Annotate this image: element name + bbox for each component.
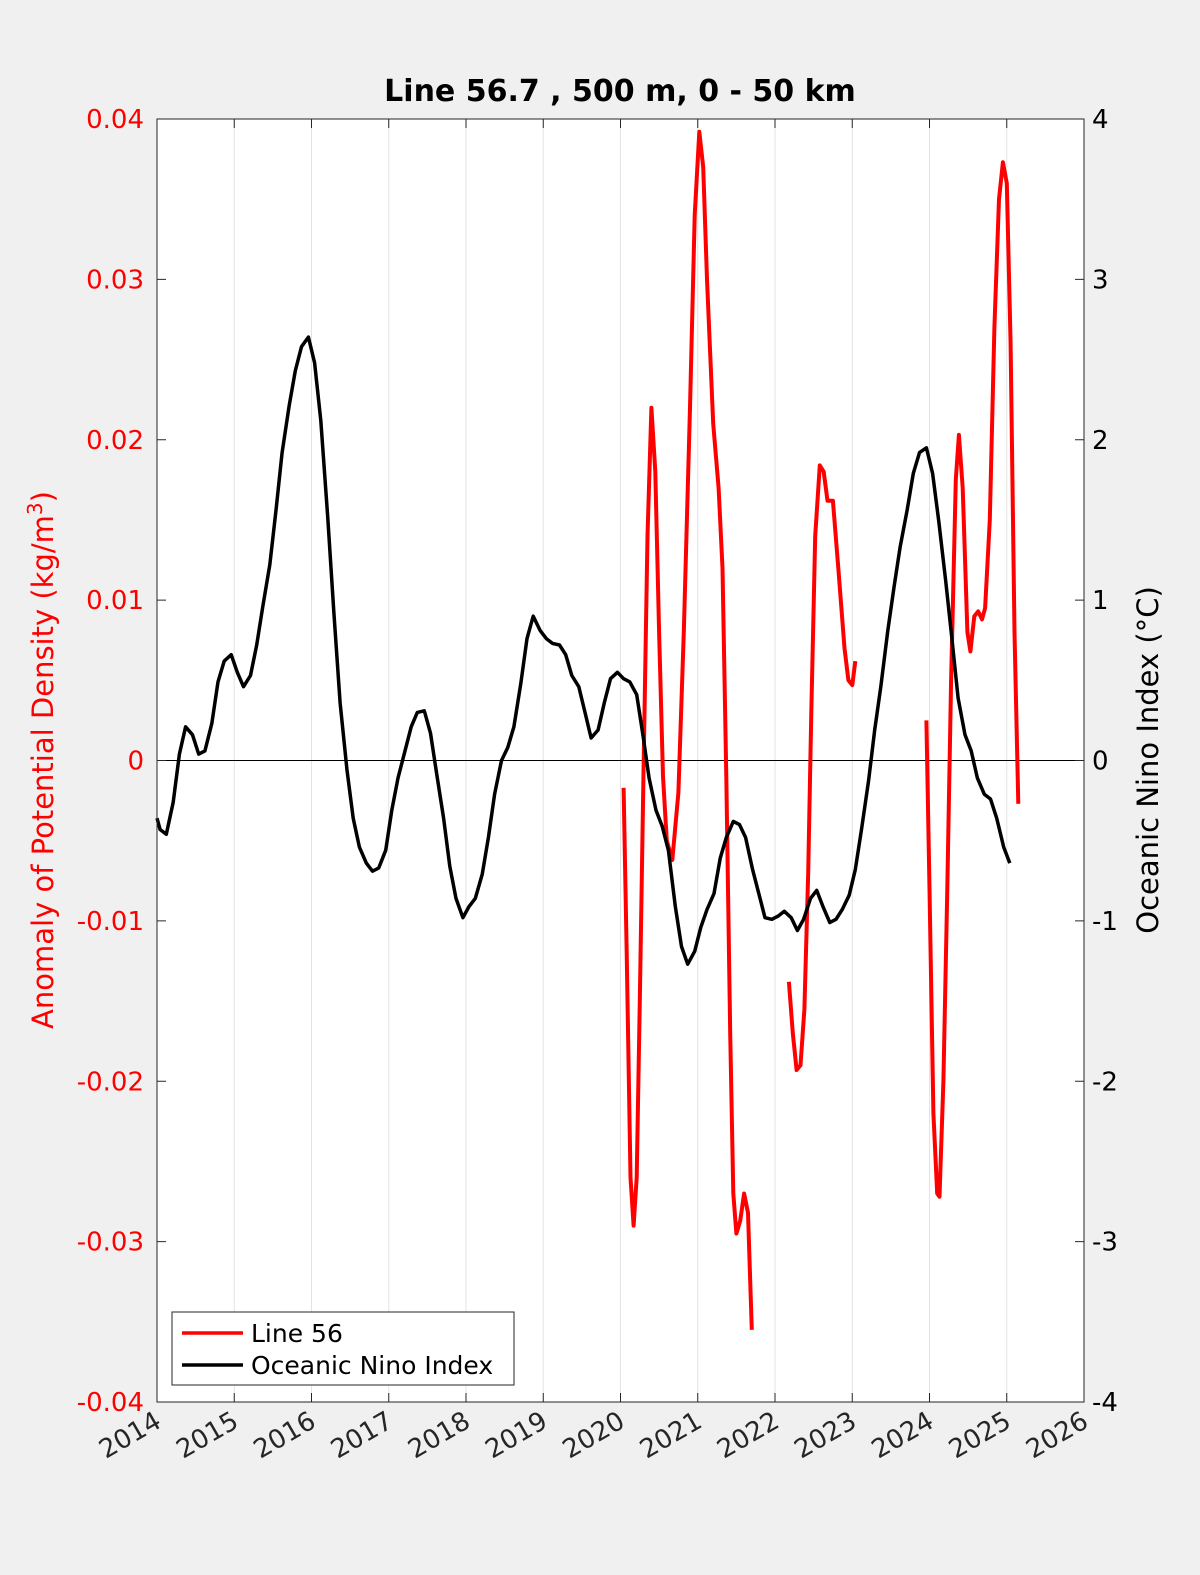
series-layer xyxy=(155,129,1021,1330)
legend-box xyxy=(171,1311,515,1386)
left-tick-label-0: 0 xyxy=(127,747,144,777)
left-tick-label-0.01: 0.01 xyxy=(86,586,144,616)
x-tick-label-2025: 2025 xyxy=(944,1406,1016,1465)
x-tick-label-2018: 2018 xyxy=(403,1406,475,1465)
left-tick-label-0.02: 0.02 xyxy=(86,426,144,456)
left-axis-label-main: Anomaly of Potential Density (kg/m xyxy=(26,515,60,1029)
right-tick-label-4: 4 xyxy=(1092,105,1109,135)
line56-series-segment-3 xyxy=(924,160,1021,1199)
right-tick-label--3: -3 xyxy=(1092,1228,1118,1258)
right-tick-label-1: 1 xyxy=(1092,586,1109,616)
left-y-axis: 0.04 0.03 0.02 0.01 0 -0.01 -0.02 -0.03 -0.04 xyxy=(77,105,166,1418)
left-tick-label--0.03: -0.03 xyxy=(77,1228,144,1258)
oni-series-line xyxy=(155,335,1012,966)
x-tick-label-2021: 2021 xyxy=(635,1406,707,1465)
left-tick-label-0.04: 0.04 xyxy=(86,105,144,135)
line56-series-segment-1 xyxy=(621,129,754,1330)
right-tick-label--2: -2 xyxy=(1092,1067,1118,1097)
right-tick-label--1: -1 xyxy=(1092,907,1118,937)
left-axis-label-superscript: 3 xyxy=(23,502,47,515)
left-axis-label-close: ) xyxy=(26,491,60,502)
right-axis-label: Oceanic Nino Index (°C) xyxy=(1131,586,1165,934)
right-tick-label-2: 2 xyxy=(1092,426,1109,456)
x-tick-label-2017: 2017 xyxy=(326,1406,398,1465)
legend-label-oni: Oceanic Nino Index xyxy=(251,1351,493,1380)
left-tick-label--0.01: -0.01 xyxy=(77,907,144,937)
chart-title: Line 56.7 , 500 m, 0 - 50 km xyxy=(384,74,856,109)
x-tick-label-2015: 2015 xyxy=(171,1406,243,1465)
legend: Line 56 Oceanic Nino Index xyxy=(171,1311,515,1386)
legend-label-line56: Line 56 xyxy=(251,1319,343,1348)
left-tick-label-0.03: 0.03 xyxy=(86,265,144,295)
right-tick-label--4: -4 xyxy=(1092,1388,1118,1418)
left-axis-label: Anomaly of Potential Density (kg/m3) xyxy=(23,491,60,1029)
x-tick-label-2026: 2026 xyxy=(1021,1406,1093,1465)
x-tick-label-2020: 2020 xyxy=(558,1406,630,1465)
line56-series-segment-2 xyxy=(786,463,858,1072)
left-tick-label--0.02: -0.02 xyxy=(77,1067,144,1097)
right-y-axis: 4 3 2 1 0 -1 -2 -3 -4 xyxy=(1075,105,1118,1418)
right-tick-label-3: 3 xyxy=(1092,265,1109,295)
left-tick-label--0.04: -0.04 xyxy=(77,1388,144,1418)
x-tick-label-2024: 2024 xyxy=(867,1406,939,1465)
x-tick-label-2019: 2019 xyxy=(480,1406,552,1465)
x-tick-label-2023: 2023 xyxy=(789,1406,861,1465)
right-tick-label-0: 0 xyxy=(1092,747,1109,777)
x-tick-label-2022: 2022 xyxy=(712,1406,784,1465)
x-tick-label-2016: 2016 xyxy=(249,1406,321,1465)
